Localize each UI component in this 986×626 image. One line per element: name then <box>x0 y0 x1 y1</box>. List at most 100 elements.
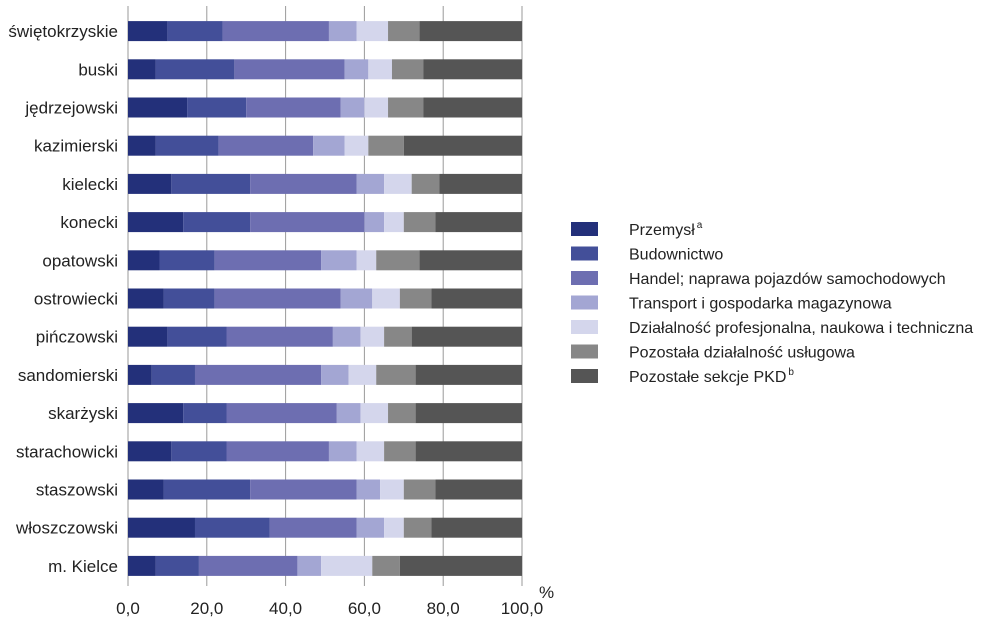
tick-label: 80,0 <box>427 599 460 618</box>
tick-label: 60,0 <box>348 599 381 618</box>
bar-segment <box>376 250 420 271</box>
bar-segment <box>439 173 522 194</box>
bar-segment <box>128 517 195 538</box>
bar-segment <box>411 326 522 347</box>
bar-segment <box>128 441 172 462</box>
bar-segment <box>250 479 357 500</box>
bar-segment <box>403 212 436 233</box>
category-label: świętokrzyskie <box>8 22 118 41</box>
bar-segment <box>419 21 522 42</box>
bar-segment <box>269 517 357 538</box>
bar-segment <box>368 59 392 80</box>
category-label: kielecki <box>62 175 118 194</box>
bar-segment <box>340 288 373 309</box>
bar-segment <box>415 441 522 462</box>
category-label: pińczowski <box>36 328 118 347</box>
bar-segment <box>360 403 389 424</box>
legend-label: Pozostała działalność usługowa <box>629 345 855 362</box>
category-label: kazimierski <box>34 137 118 156</box>
tick-label: 20,0 <box>190 599 223 618</box>
bar-segment <box>214 288 341 309</box>
category-label: sandomierski <box>18 366 118 385</box>
bar-segment <box>344 135 369 156</box>
bar-segment <box>128 479 164 500</box>
bar-segment <box>128 403 184 424</box>
bar-segment <box>328 441 357 462</box>
bar-segment <box>332 326 361 347</box>
bar-segment <box>128 250 160 271</box>
bar-segment <box>250 173 357 194</box>
bar-segment <box>372 288 400 309</box>
bar-segment <box>226 403 337 424</box>
bar-segment <box>155 135 219 156</box>
legend-label: Transport i gospodarka magazynowa <box>629 296 892 313</box>
bar-segment <box>435 479 522 500</box>
bar-segment <box>226 326 333 347</box>
x-axis-ticks: 0,0 20,0 40,0 60,0 80,0 100,0 <box>116 599 543 618</box>
bar-segment <box>388 97 424 118</box>
category-label: buski <box>78 60 118 79</box>
bar-segment <box>128 212 184 233</box>
bar-segment <box>376 364 416 385</box>
category-label: m. Kielce <box>48 557 118 576</box>
bar-segment <box>167 326 227 347</box>
bar-segment <box>128 97 188 118</box>
bar-segment <box>380 479 404 500</box>
bar-segment <box>356 441 385 462</box>
bar-segment <box>171 173 251 194</box>
bar-segment <box>128 173 172 194</box>
legend-footnote-mark: a <box>697 220 703 231</box>
bar-segment <box>183 403 227 424</box>
bar-segment <box>151 364 195 385</box>
category-labels: świętokrzyskie buski jędrzejowski kazimiers… <box>8 22 118 576</box>
unit-label: % <box>539 583 554 602</box>
bar-segment <box>313 135 345 156</box>
bar-segment <box>384 212 404 233</box>
bar-segment <box>128 288 164 309</box>
bar-segment <box>356 250 377 271</box>
bar-segment <box>159 250 215 271</box>
bar-segment <box>384 173 412 194</box>
bar-segment <box>234 59 345 80</box>
legend-footnote-mark: b <box>788 367 794 378</box>
bar-segment <box>388 21 420 42</box>
legend-swatch <box>571 320 598 334</box>
bar-segment <box>403 517 432 538</box>
bar-segment <box>194 364 322 385</box>
bar-segment <box>431 288 522 309</box>
bar-segment <box>423 97 522 118</box>
bar-segment <box>403 135 522 156</box>
bar-segment <box>171 441 227 462</box>
bars <box>128 21 522 576</box>
bar-segment <box>411 173 440 194</box>
bar-segment <box>364 212 385 233</box>
bar-segment <box>163 479 251 500</box>
bar-segment <box>372 555 400 576</box>
bar-segment <box>250 212 365 233</box>
legend-swatch <box>571 344 598 359</box>
category-label: włoszczowski <box>15 519 118 538</box>
bar-segment <box>344 59 369 80</box>
category-label: starachowicki <box>16 442 118 461</box>
bar-segment <box>167 21 223 42</box>
category-label: ostrowiecki <box>34 290 118 309</box>
tick-label: 0,0 <box>116 599 140 618</box>
bar-segment <box>356 479 381 500</box>
legend-label: Handel; naprawa pojazdów samochodowych <box>629 271 946 288</box>
bar-segment <box>218 135 314 156</box>
bar-segment <box>198 555 298 576</box>
bar-segment <box>415 364 522 385</box>
bar-segment <box>399 555 522 576</box>
legend-swatch <box>571 246 598 261</box>
bar-segment <box>128 135 156 156</box>
bar-segment <box>403 479 436 500</box>
category-label: skarżyski <box>48 404 118 423</box>
bar-segment <box>187 97 247 118</box>
bar-segment <box>128 364 152 385</box>
category-label: staszowski <box>36 481 118 500</box>
bar-segment <box>226 441 329 462</box>
legend-label: Pozostałe sekcje PKD b <box>629 367 794 386</box>
category-label: konecki <box>60 213 118 232</box>
legend-swatch <box>571 271 598 285</box>
